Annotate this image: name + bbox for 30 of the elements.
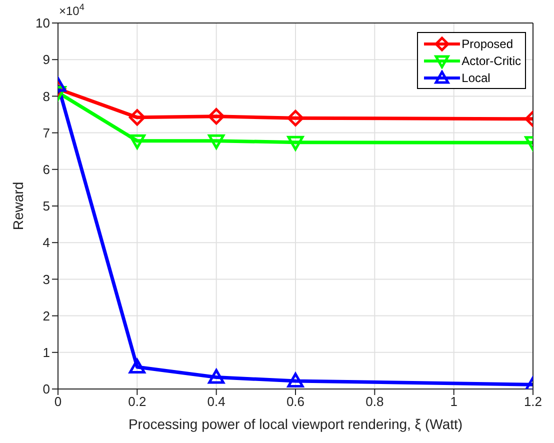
y-tick-label: 4: [42, 235, 50, 250]
y-tick-label: 3: [42, 272, 50, 287]
y-tick-label: 9: [42, 52, 50, 68]
point: [287, 136, 304, 151]
y-tick-label: 10: [36, 16, 50, 31]
x-axis-title: Processing power of local viewport rendering, ξ (Watt): [128, 416, 463, 432]
legend-label: Actor-Critic: [462, 54, 521, 68]
x-tick-label: 0.8: [366, 394, 384, 410]
y-tick-label: 2: [42, 308, 50, 324]
x-tick-label: 1.2: [524, 394, 542, 410]
point: [287, 110, 304, 126]
y-tick-label: 0: [42, 382, 50, 397]
y-tick-label: 8: [42, 88, 50, 104]
y-tick-label: 1: [42, 345, 50, 360]
x-tick-label: 0.6: [286, 394, 305, 410]
text: ×10$^{4}$: [59, 2, 84, 18]
x-tick-label: 1: [450, 394, 458, 410]
x-tick-label: 0.2: [128, 394, 146, 410]
y-tick-label: 7: [42, 125, 50, 140]
y-tick-label: 5: [42, 198, 50, 214]
legend-label: Proposed: [462, 36, 514, 50]
y-axis-title: Reward: [10, 182, 26, 230]
legend-label: Local: [462, 70, 490, 84]
x-tick-label: 0: [54, 394, 62, 410]
y-tick-label: 6: [42, 162, 50, 178]
x-tick-label: 0.4: [207, 394, 226, 410]
point: [208, 369, 225, 384]
point: [208, 134, 225, 150]
point: [208, 108, 225, 125]
point: [287, 372, 304, 388]
